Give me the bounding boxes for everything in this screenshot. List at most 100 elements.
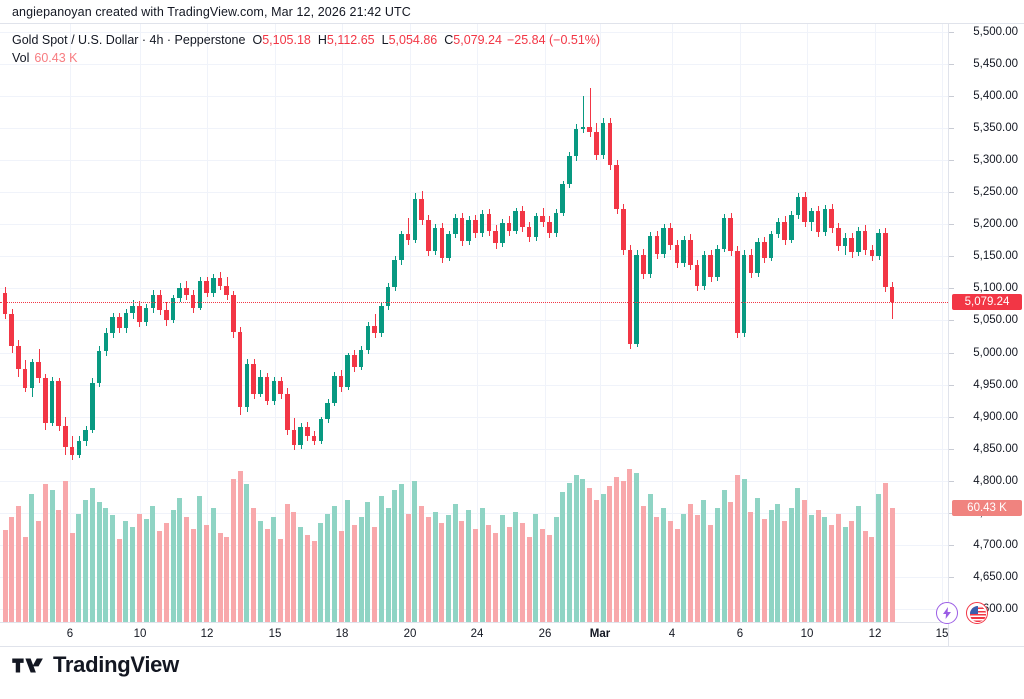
- volume-bar: [83, 499, 89, 622]
- gridline-vertical: [807, 24, 808, 622]
- price-axis-tick: [949, 352, 954, 354]
- volume-bar: [378, 496, 384, 622]
- lightning-badge-icon[interactable]: [936, 602, 958, 624]
- us-flag-coin-badge-icon[interactable]: [966, 602, 988, 624]
- volume-bar: [540, 529, 546, 622]
- price-axis-tick: [949, 384, 954, 386]
- price-axis-label: 4,700.00: [973, 539, 1018, 551]
- gridline-horizontal: [0, 512, 948, 514]
- candle-body: [36, 362, 41, 379]
- volume-bar: [452, 503, 458, 622]
- volume-bar: [264, 529, 270, 622]
- candle-body: [338, 375, 344, 388]
- candle-body: [889, 287, 895, 302]
- candle-body: [708, 254, 713, 277]
- candle-body: [634, 254, 639, 344]
- volume-bar: [472, 529, 478, 622]
- volume-bar: [163, 523, 169, 622]
- volume-value: 60.43 K: [34, 51, 78, 65]
- volume-bar: [325, 513, 331, 622]
- attribution-text: angiepanoyan created with TradingView.co…: [12, 5, 411, 19]
- candle-body: [641, 254, 646, 275]
- candle-body: [392, 260, 398, 288]
- candle-body: [809, 211, 814, 222]
- candle-body: [345, 355, 350, 388]
- candle-body: [311, 435, 317, 442]
- candle-body: [190, 294, 196, 308]
- time-axis[interactable]: 6 10 12 15 18 20 24 26 Mar 4 6 10 12 15: [0, 622, 948, 646]
- volume-bar: [385, 507, 391, 622]
- volume-bar: [9, 517, 15, 622]
- symbol-title[interactable]: Gold Spot / U.S. Dollar · 4h · Peppersto…: [12, 33, 246, 47]
- chart-plot-area[interactable]: [0, 24, 948, 622]
- price-axis-tick: [949, 448, 954, 450]
- candle-body: [748, 254, 754, 273]
- candle-body: [479, 213, 485, 234]
- volume-bar: [22, 536, 28, 622]
- candle-body: [768, 234, 774, 258]
- volume-bar: [573, 474, 579, 622]
- volume-bar: [869, 536, 875, 622]
- volume-bar: [667, 521, 673, 622]
- volume-bar: [183, 517, 189, 622]
- candle-body: [614, 165, 619, 209]
- current-price-badge[interactable]: 5,079.24: [952, 293, 1022, 310]
- volume-bar: [788, 507, 794, 622]
- price-axis-label: 5,300.00: [973, 154, 1018, 167]
- gridline-vertical: [672, 24, 673, 622]
- price-axis-label: 5,500.00: [973, 25, 1018, 38]
- candle-body: [560, 184, 566, 213]
- gridline-vertical: [477, 24, 478, 622]
- volume-value-badge[interactable]: 60.43 K: [952, 499, 1022, 516]
- candle-body: [466, 220, 471, 241]
- volume-bar: [392, 490, 398, 622]
- low-label: L: [381, 33, 389, 47]
- candle-body: [573, 129, 579, 157]
- candle-body: [298, 426, 303, 445]
- price-axis-label: 5,350.00: [973, 121, 1018, 134]
- candle-body: [620, 208, 626, 250]
- volume-bar: [640, 505, 646, 622]
- volume-bar: [808, 515, 814, 622]
- candle-body: [177, 288, 182, 298]
- candle-body: [647, 235, 653, 275]
- flag-canton: [970, 606, 978, 614]
- time-axis-label: 24: [470, 628, 484, 640]
- candle-body: [432, 228, 438, 252]
- legend-row-ohlc: Gold Spot / U.S. Dollar · 4h · Peppersto…: [12, 32, 600, 49]
- candle-body: [580, 126, 586, 130]
- candle-body: [49, 381, 55, 424]
- candle-body: [244, 364, 250, 408]
- tradingview-wordmark: TradingView: [53, 652, 179, 677]
- volume-bar: [782, 521, 788, 622]
- candle-body: [204, 280, 209, 294]
- candle-body: [452, 217, 458, 235]
- current-price-line: [0, 301, 948, 303]
- volume-bar: [405, 513, 411, 622]
- price-axis[interactable]: 5,500.00 5,450.00 5,400.00 5,350.00 5,300.00…: [948, 24, 1024, 646]
- tradingview-logo[interactable]: TradingView: [12, 652, 179, 678]
- candle-body: [762, 242, 767, 258]
- candle-body: [513, 211, 518, 231]
- volume-bar: [835, 513, 841, 622]
- candle-body: [103, 333, 109, 352]
- volume-bar: [768, 509, 774, 622]
- volume-bar: [251, 507, 257, 622]
- candle-wick: [583, 95, 584, 134]
- candle-body: [110, 316, 115, 334]
- candle-body: [681, 239, 686, 263]
- volume-bar: [143, 519, 149, 622]
- volume-bar: [271, 517, 277, 622]
- volume-bar: [855, 505, 861, 622]
- volume-label[interactable]: Vol: [12, 51, 30, 65]
- price-axis-tick: [949, 63, 954, 65]
- volume-bar: [647, 494, 653, 622]
- candle-body: [654, 235, 660, 254]
- volume-bar: [412, 480, 418, 622]
- candle-body: [116, 316, 122, 329]
- volume-bar: [620, 480, 626, 622]
- time-axis-label: 6: [66, 628, 74, 640]
- volume-bar: [479, 507, 485, 622]
- open-value: 5,105.18: [262, 33, 311, 47]
- volume-bar: [466, 509, 472, 622]
